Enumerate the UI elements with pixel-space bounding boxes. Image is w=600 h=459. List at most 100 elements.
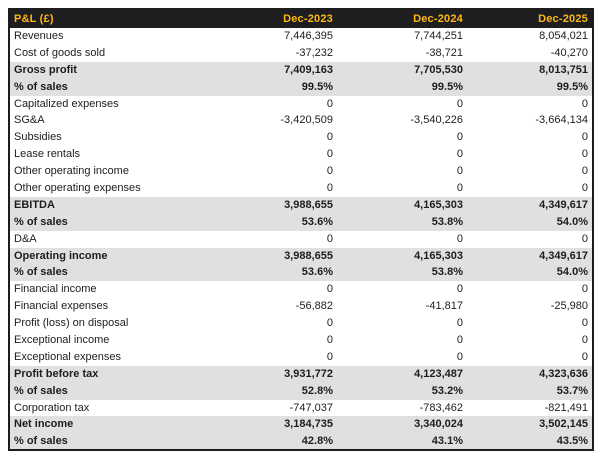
row-value: -3,664,134 — [535, 114, 588, 127]
row-value: 54.0% — [467, 264, 593, 282]
row-value: -783,462 — [419, 401, 463, 414]
row-label: SG&A — [14, 114, 45, 127]
row-value: 43.1% — [337, 433, 467, 451]
row-label: Other operating expenses — [14, 181, 141, 194]
row-value: -56,882 — [295, 300, 333, 313]
row-value: 53.8% — [337, 264, 467, 282]
row-value: 0 — [456, 97, 463, 110]
row-value: 0 — [581, 97, 588, 110]
row-label: Lease rentals — [14, 148, 81, 161]
row-value: 42.8% — [205, 433, 337, 451]
header-col-dec-2024: Dec-2024 — [337, 9, 467, 28]
row-value: 0 — [456, 283, 463, 296]
table-row: % of sales 52.8% 53.2% 53.7% — [9, 382, 593, 400]
row-value: 0 — [326, 232, 333, 245]
row-value: 4,323,636 — [467, 365, 593, 383]
row-value: 3,340,024 — [337, 416, 467, 434]
table-row: Profit before tax 3,931,772 4,123,487 4,323… — [9, 365, 593, 383]
row-label: Financial expenses — [14, 300, 109, 313]
header-col-dec-2025: Dec-2025 — [467, 9, 593, 28]
table-row: Profit (loss) on disposal 0 0 0 — [9, 315, 593, 332]
header-title-cell: P&L (£) — [9, 9, 205, 28]
row-value: 4,165,303 — [337, 247, 467, 265]
row-value: 0 — [326, 283, 333, 296]
row-value: 0 — [456, 181, 463, 194]
row-value: 0 — [456, 317, 463, 330]
row-label: Cost of goods sold — [14, 46, 106, 59]
table-row: Net income 3,184,735 3,340,024 3,502,145 — [9, 416, 593, 434]
row-label: Profit before tax — [9, 365, 205, 383]
row-value: -25,980 — [550, 300, 588, 313]
table-row: Other operating income 0 0 0 — [9, 163, 593, 180]
row-label: D&A — [14, 232, 37, 245]
row-value: 53.6% — [205, 213, 337, 231]
row-label: Profit (loss) on disposal — [14, 317, 129, 330]
row-label: Subsidies — [14, 131, 62, 144]
row-value: 0 — [581, 181, 588, 194]
row-value: 53.7% — [467, 382, 593, 400]
row-value: 7,705,530 — [337, 61, 467, 79]
row-value: 3,988,655 — [205, 247, 337, 265]
row-value: 0 — [326, 350, 333, 363]
row-value: 0 — [581, 283, 588, 296]
row-value: 0 — [581, 232, 588, 245]
row-value: 4,165,303 — [337, 196, 467, 214]
row-value: 0 — [326, 97, 333, 110]
table-row: % of sales 53.6% 53.8% 54.0% — [9, 264, 593, 282]
row-value: 43.5% — [467, 433, 593, 451]
row-label: Capitalized expenses — [14, 97, 119, 110]
row-value: 99.5% — [205, 78, 337, 96]
row-label: % of sales — [9, 264, 205, 282]
row-value: 8,054,021 — [539, 29, 588, 42]
row-value: 99.5% — [467, 78, 593, 96]
row-label: % of sales — [9, 78, 205, 96]
table-row: Operating income 3,988,655 4,165,303 4,349,… — [9, 247, 593, 265]
row-value: -3,540,226 — [410, 114, 463, 127]
pnl-table: P&L (£) Dec-2023 Dec-2024 Dec-2025 Reven… — [8, 8, 594, 452]
row-value: 0 — [456, 148, 463, 161]
row-label: % of sales — [9, 382, 205, 400]
table-header-row: P&L (£) Dec-2023 Dec-2024 Dec-2025 — [9, 9, 593, 28]
table-row: Corporation tax -747,037 -783,462 -821,491 — [9, 400, 593, 417]
pnl-statement: P&L (£) Dec-2023 Dec-2024 Dec-2025 Reven… — [8, 8, 594, 452]
row-value: -747,037 — [289, 401, 333, 414]
row-label: Other operating income — [14, 165, 129, 178]
row-value: 53.2% — [337, 382, 467, 400]
row-value: 7,744,251 — [414, 29, 463, 42]
row-value: 4,349,617 — [467, 196, 593, 214]
table-row: % of sales 42.8% 43.1% 43.5% — [9, 433, 593, 451]
row-value: 7,409,163 — [205, 61, 337, 79]
row-value: 7,446,395 — [284, 29, 333, 42]
row-value: 0 — [581, 148, 588, 161]
row-value: 0 — [581, 317, 588, 330]
row-label: Gross profit — [9, 61, 205, 79]
table-row: EBITDA 3,988,655 4,165,303 4,349,617 — [9, 196, 593, 214]
row-value: 0 — [581, 333, 588, 346]
row-label: Revenues — [14, 29, 64, 42]
row-value: 3,931,772 — [205, 365, 337, 383]
table-row: D&A 0 0 0 — [9, 231, 593, 248]
row-label: % of sales — [9, 433, 205, 451]
row-value: 53.8% — [337, 213, 467, 231]
row-value: 4,123,487 — [337, 365, 467, 383]
table-row: Subsidies 0 0 0 — [9, 129, 593, 146]
row-value: 0 — [581, 131, 588, 144]
row-value: 53.6% — [205, 264, 337, 282]
row-label: % of sales — [9, 213, 205, 231]
table-row: Exceptional income 0 0 0 — [9, 332, 593, 349]
row-value: -821,491 — [544, 401, 588, 414]
row-value: 0 — [326, 333, 333, 346]
pnl-table-body: Revenues 7,446,395 7,744,251 8,054,021 Cost … — [9, 28, 593, 451]
row-value: 8,013,751 — [467, 61, 593, 79]
table-row: Exceptional expenses 0 0 0 — [9, 349, 593, 366]
row-value: 0 — [456, 165, 463, 178]
table-row: Financial expenses -56,882 -41,817 -25,980 — [9, 298, 593, 315]
row-value: 52.8% — [205, 382, 337, 400]
table-row: Cost of goods sold -37,232 -38,721 -40,270 — [9, 45, 593, 62]
row-value: 3,184,735 — [205, 416, 337, 434]
table-row: % of sales 99.5% 99.5% 99.5% — [9, 78, 593, 96]
row-value: 0 — [326, 165, 333, 178]
row-value: 0 — [581, 350, 588, 363]
row-label: EBITDA — [9, 196, 205, 214]
row-value: 54.0% — [467, 213, 593, 231]
